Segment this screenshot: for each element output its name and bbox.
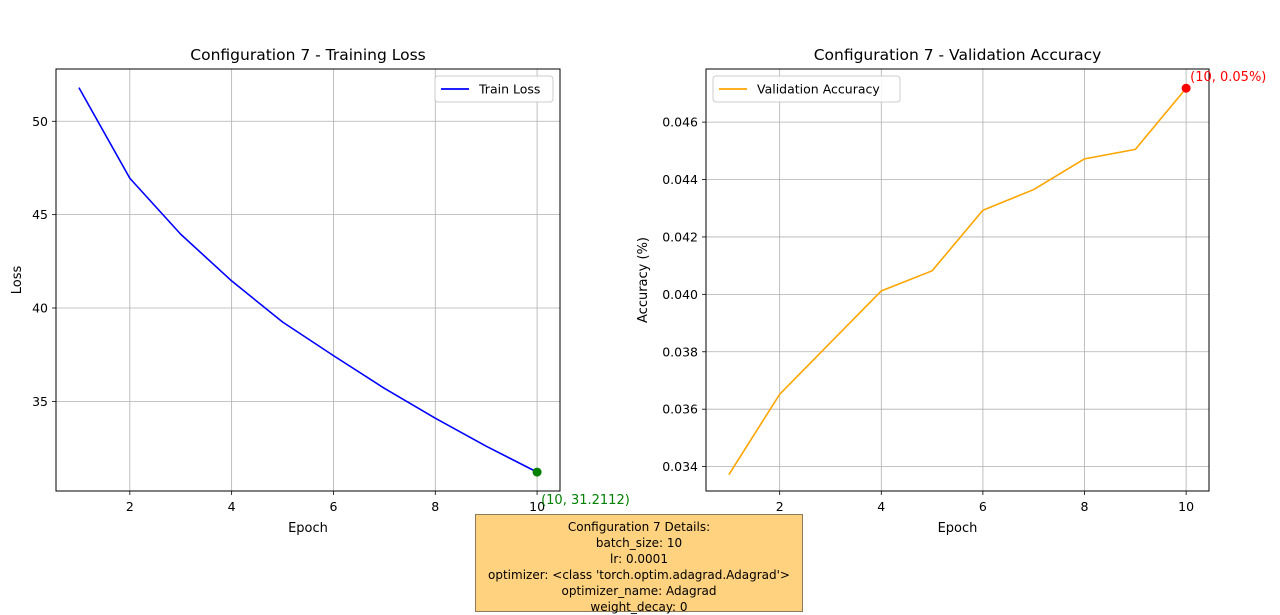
x-tick-label: 10 [529,499,545,514]
y-tick-label: 0.040 [662,287,698,302]
x-tick-label: 6 [329,499,337,514]
series-line [728,87,1187,476]
y-tick-label: 40 [32,301,48,316]
details-line: batch_size: 10 [595,536,683,550]
details-line: lr: 0.0001 [610,552,668,566]
plot-frame [55,68,561,492]
config-details-box: Configuration 7 Details: batch_size: 10 … [475,514,803,614]
y-tick-label: 0.042 [662,229,698,244]
details-line: optimizer_name: Adagrad [561,584,717,598]
highlight-point [532,467,542,477]
x-axis-label: Epoch [938,521,978,536]
plot-frame [705,68,1210,492]
highlight-point [1181,83,1191,93]
x-tick-label: 2 [126,499,134,514]
y-tick-label: 0.038 [662,344,698,359]
y-axis-label: Loss [10,266,25,295]
x-axis-label: Epoch [288,521,328,536]
x-tick-label: 10 [1178,499,1194,514]
legend-label: Validation Accuracy [757,82,880,97]
legend-box [434,75,554,103]
y-tick-label: 0.044 [662,172,698,187]
series-line [78,87,538,473]
x-tick-label: 6 [979,499,987,514]
x-tick-label: 4 [228,499,236,514]
legend-box [712,75,901,103]
y-axis-label: Accuracy (%) [636,237,651,323]
details-line: weight_decay: 0 [590,600,688,614]
highlight-label: (10, 0.05%) [1190,70,1266,85]
chart-title: Configuration 7 - Validation Accuracy [814,46,1102,64]
y-tick-label: 0.034 [662,459,698,474]
y-tick-label: 35 [32,394,48,409]
x-tick-label: 8 [1081,499,1089,514]
y-tick-label: 0.046 [662,115,698,130]
y-tick-label: 0.036 [662,402,698,417]
x-tick-label: 2 [776,499,784,514]
details-line: Configuration 7 Details: [567,520,711,534]
x-tick-label: 4 [877,499,885,514]
y-tick-label: 45 [32,207,48,222]
highlight-label: (10, 31.2112) [541,493,630,508]
details-line: optimizer: <class 'torch.optim.adagrad.A… [488,568,790,582]
legend-label: Train Loss [478,82,540,97]
chart-title: Configuration 7 - Training Loss [190,46,425,64]
x-tick-label: 8 [431,499,439,514]
y-tick-label: 50 [32,114,48,129]
